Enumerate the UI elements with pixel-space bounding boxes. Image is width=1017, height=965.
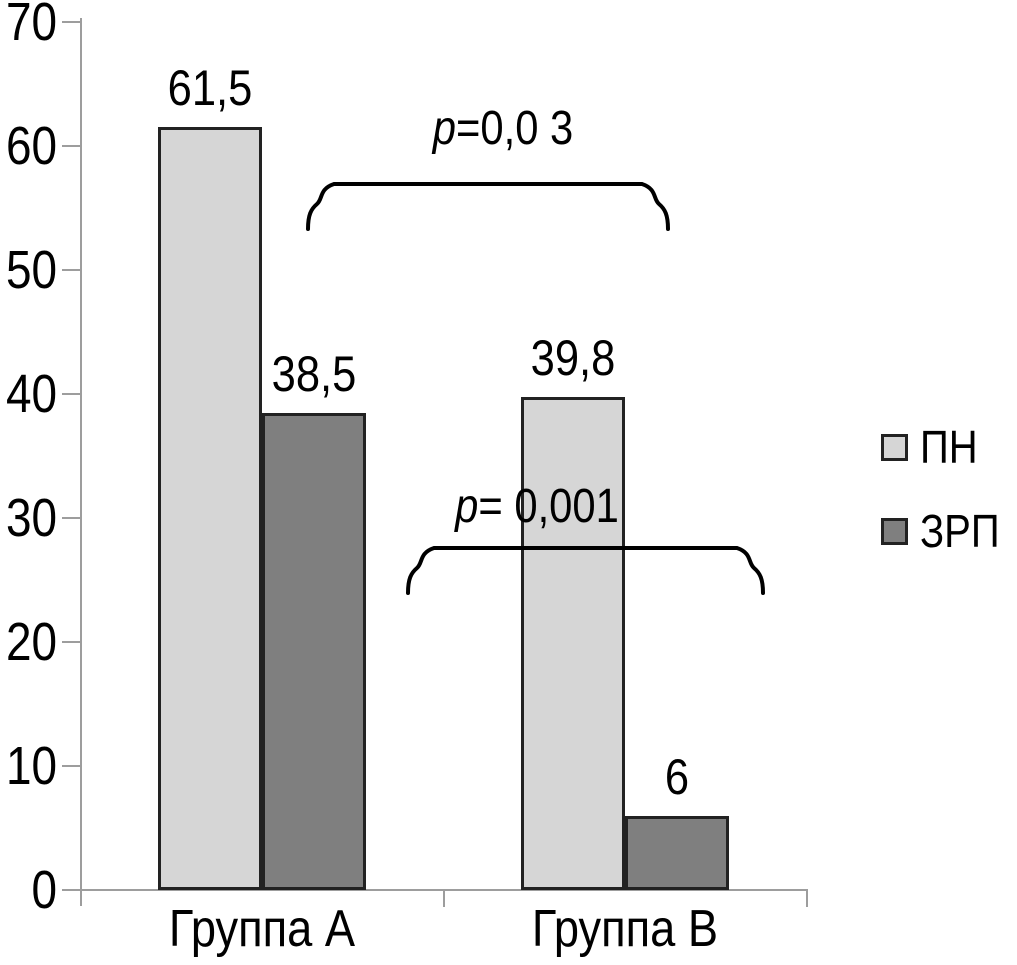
p-value-label: p= 0,001 [455, 480, 619, 533]
significance-brace [306, 182, 670, 231]
p-value-label: p=0,0 3 [432, 102, 574, 155]
x-category-label: Группа В [531, 900, 719, 958]
bar-group-a-pn [158, 127, 262, 890]
bar-group-b-pn [521, 396, 625, 890]
y-axis-tick [62, 517, 80, 519]
significance-brace [406, 546, 765, 595]
y-axis-tick-label: 60 [5, 116, 57, 176]
bar-group-a-zrp [262, 412, 366, 890]
legend-label: ПН [920, 421, 978, 473]
bar-value-label: 39,8 [530, 329, 616, 386]
legend-swatch-pn [881, 433, 908, 461]
legend-item: ЗРП [881, 508, 1012, 554]
bar-group-b-zrp [625, 815, 729, 890]
y-axis [80, 18, 82, 906]
x-axis-tick [806, 889, 808, 907]
y-axis-tick [62, 21, 80, 23]
y-axis-tick [62, 765, 80, 767]
y-axis-tick [62, 889, 80, 891]
x-axis [63, 889, 808, 891]
legend-label: ЗРП [920, 505, 1000, 557]
y-axis-tick-label: 20 [5, 612, 57, 672]
bar-value-label: 6 [664, 748, 690, 805]
bar-value-label: 38,5 [271, 345, 357, 402]
bar-value-label: 61,5 [167, 60, 253, 117]
y-axis-tick-label: 50 [5, 240, 57, 300]
legend: ПН ЗРП [881, 424, 1012, 592]
legend-swatch-zrp [881, 517, 908, 545]
legend-item: ПН [881, 424, 1012, 470]
x-axis-tick [442, 889, 445, 907]
y-axis-tick [62, 145, 80, 147]
y-axis-tick-label: 0 [31, 860, 57, 920]
y-axis-tick-label: 70 [5, 0, 57, 52]
y-axis-tick [62, 641, 80, 643]
y-axis-tick-label: 30 [5, 488, 57, 548]
y-axis-tick-label: 10 [5, 736, 57, 796]
x-category-label: Группа А [168, 900, 356, 958]
y-axis-tick [62, 393, 80, 395]
y-axis-tick-label: 40 [5, 364, 57, 424]
y-axis-tick [62, 269, 80, 271]
